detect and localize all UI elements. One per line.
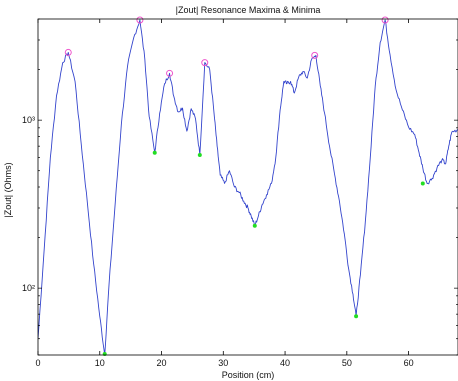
x-tick-label: 40 xyxy=(280,358,290,368)
x-tick-label: 10 xyxy=(95,358,105,368)
maxima-marker xyxy=(311,51,319,59)
y-axis-title: |Zout| (Ohms) xyxy=(3,162,13,217)
y-tick-label: 10³ xyxy=(22,115,35,125)
maxima-marker xyxy=(166,69,174,77)
minima-marker xyxy=(252,223,257,228)
maxima-marker xyxy=(381,16,389,24)
minima-marker xyxy=(354,314,359,319)
x-tick-label: 30 xyxy=(218,358,228,368)
x-tick-label: 50 xyxy=(342,358,352,368)
series-line-0 xyxy=(38,19,458,355)
x-tick-label: 20 xyxy=(157,358,167,368)
x-tick-label: 60 xyxy=(404,358,414,368)
y-tick-label: 10² xyxy=(22,283,35,293)
x-axis-title: Position (cm) xyxy=(222,370,275,380)
maxima-marker xyxy=(64,48,72,56)
chart-title: |Zout| Resonance Maxima & Minima xyxy=(176,5,321,15)
minima-marker xyxy=(420,181,425,186)
minima-marker xyxy=(152,150,157,155)
x-tick-label: 0 xyxy=(35,358,40,368)
maxima-marker xyxy=(136,16,144,24)
maxima-marker xyxy=(201,59,209,67)
minima-marker xyxy=(197,153,202,158)
